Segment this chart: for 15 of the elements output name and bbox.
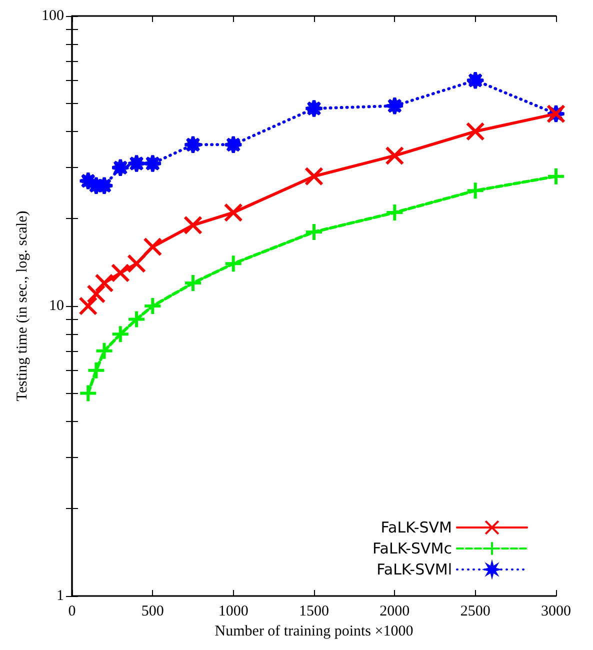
- y-tick-label: 100: [42, 8, 64, 24]
- legend-label: FaLK-SVMc: [372, 540, 452, 558]
- y-tick-label: 1: [56, 588, 64, 604]
- x-tick-label: 500: [141, 604, 164, 620]
- x-tick-label: 0: [68, 604, 76, 620]
- x-tick-label: 1500: [299, 604, 329, 620]
- legend-label: FaLK-SVMl: [376, 560, 452, 578]
- x-tick-label: 2500: [460, 604, 490, 620]
- y-axis-title: Testing time (in sec., log. scale): [14, 210, 30, 402]
- x-tick-label: 2000: [380, 604, 410, 620]
- x-tick-label: 1000: [218, 604, 248, 620]
- x-tick-label: 3000: [541, 604, 571, 620]
- y-tick-label: 10: [49, 298, 64, 314]
- legend-label: FaLK-SVM: [380, 518, 452, 536]
- x-axis-title: Number of training points ×1000: [214, 624, 414, 640]
